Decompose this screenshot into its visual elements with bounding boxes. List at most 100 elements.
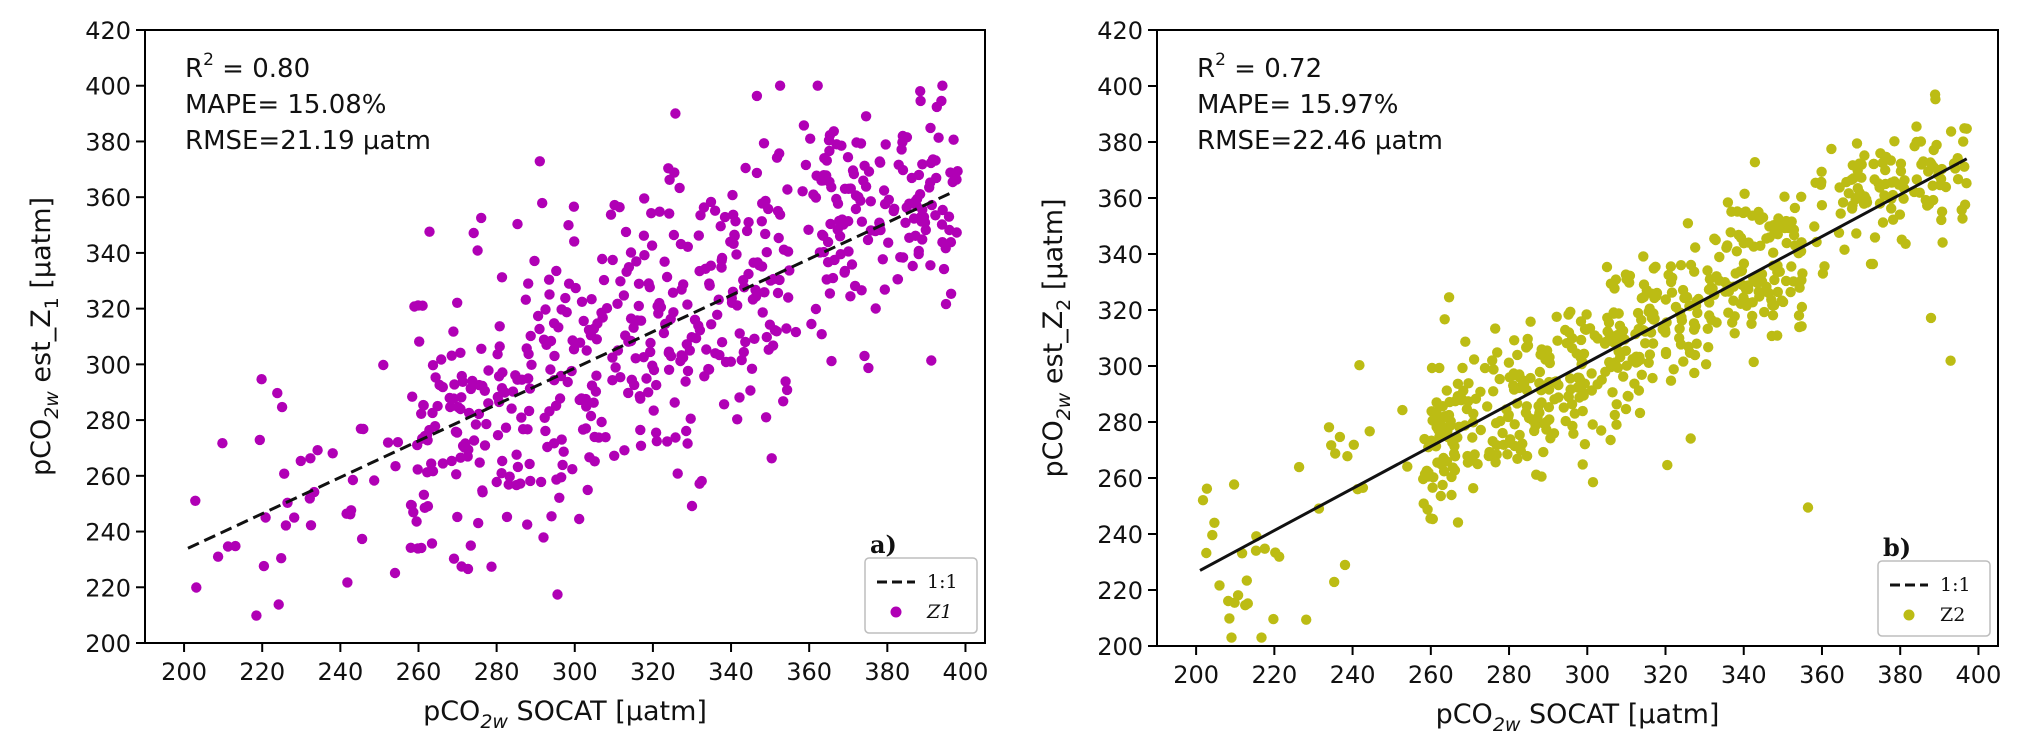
panel-a-x-tick-label-7: 340 (708, 658, 754, 686)
panel-b-point-547 (1809, 221, 1820, 232)
panel-a-point-343 (557, 459, 568, 471)
panel-b-point-405 (1509, 335, 1520, 346)
panel-b-point-311 (1711, 317, 1722, 328)
panel-b-x-axis-label: pCO2w SOCAT [µatm] (1436, 699, 1720, 736)
panel-a-point-150 (633, 300, 644, 312)
panel-b-y-tick-label-7: 340 (1097, 241, 1143, 269)
panel-a-point-267 (483, 365, 494, 376)
panel-b-point-620 (1601, 261, 1613, 273)
panel-a-point-226 (781, 384, 793, 396)
panel-b-point-198 (1490, 457, 1501, 468)
panel-b-point-569 (1880, 164, 1891, 176)
panel-b-x-tick-label-10: 400 (1956, 661, 2002, 689)
panel-b-point-123 (1644, 349, 1656, 360)
panel-a-point-585 (816, 329, 827, 340)
panel-a-point-200 (516, 374, 528, 385)
panel-b-point-28 (1259, 543, 1271, 554)
panel-a-point-169 (605, 209, 617, 220)
panel-a-point-551 (865, 196, 876, 207)
panel-a-point-278 (539, 412, 550, 423)
panel-b-y-tick-label-11: 420 (1097, 17, 1143, 45)
panel-a-point-63 (780, 376, 791, 387)
panel-a-point-176 (635, 440, 647, 451)
panel-b-point-30 (1330, 448, 1341, 459)
panel-b-point-84 (1722, 197, 1734, 208)
panel-b-mape-text: MAPE= 15.97% (1197, 90, 1399, 120)
panel-a-point-282 (465, 383, 477, 395)
panel-a-point-414 (629, 379, 640, 391)
panel-b-point-595 (1893, 179, 1905, 190)
panel-b-point-384 (1571, 348, 1582, 359)
panel-a-points (190, 80, 963, 621)
panel-a-point-249 (625, 313, 637, 324)
panel-a-point-32 (273, 599, 284, 610)
panel-b-point-31 (1274, 551, 1285, 562)
panel-a-point-238 (581, 401, 592, 412)
panel-b-point-262 (1621, 360, 1633, 371)
panel-b-point-480 (1602, 326, 1613, 337)
panel-b-point-396 (1607, 387, 1618, 398)
panel-b-point-19 (1339, 559, 1351, 571)
panel-b-point-399 (1624, 277, 1635, 288)
panel-b-point-172 (1525, 316, 1536, 327)
panel-a-legend-line-label: 1:1 (927, 571, 958, 593)
panel-b-point-308 (1612, 362, 1624, 373)
panel-a-point-74 (667, 287, 679, 298)
panel-a-point-402 (725, 236, 736, 247)
panel-b-point-373 (1643, 357, 1654, 368)
panel-a-point-614 (910, 230, 921, 241)
panel-b-point-378 (1769, 228, 1780, 239)
panel-a-point-427 (570, 282, 581, 294)
panel-a-point-122 (586, 294, 597, 305)
panel-b-point-224 (1759, 306, 1770, 318)
panel-a-point-385 (638, 352, 649, 363)
panel-b-point-527 (1927, 180, 1938, 191)
panel-a-point-186 (449, 379, 460, 390)
panel-a-y-tick-label-4: 280 (85, 407, 131, 435)
panel-a-point-458 (664, 174, 675, 185)
panel-b-y-tick-label-8: 360 (1097, 185, 1143, 213)
panel-a-point-84 (504, 471, 515, 482)
panel-a-point-353 (412, 300, 424, 311)
panel-a-point-252 (537, 197, 548, 209)
panel-a-point-418 (450, 426, 462, 437)
panel-b-point-609 (1961, 123, 1972, 134)
panel-a-point-275 (406, 500, 417, 511)
panel-a-point-519 (821, 155, 832, 166)
panel-a-point-583 (827, 272, 839, 284)
panel-b-point-404 (1536, 397, 1547, 408)
panel-a-point-586 (937, 80, 948, 91)
panel-a-point-442 (752, 257, 763, 268)
panel-b-point-341 (1503, 411, 1514, 423)
panel-a-point-534 (824, 288, 836, 299)
panel-a-point-174 (512, 461, 524, 473)
panel-b-point-18 (1354, 360, 1365, 371)
panel-b-point-625 (1728, 295, 1739, 306)
panel-a-point-354 (623, 262, 635, 273)
panel-a-y-tick-label-3: 260 (85, 463, 131, 491)
panel-a-point-482 (805, 133, 816, 144)
panel-a-point-225 (647, 360, 658, 371)
panel-b-point-634 (1802, 502, 1814, 513)
panel-b-point-29 (1342, 451, 1353, 462)
panel-b-point-254 (1458, 385, 1469, 396)
panel-a-point-387 (523, 278, 534, 289)
panel-b-point-636 (1700, 359, 1712, 370)
panel-a-point-411 (648, 405, 659, 416)
panel-a-point-395 (665, 350, 677, 362)
panel-a-rmse-text: RMSE=21.19 µatm (185, 126, 431, 156)
panel-a-point-37 (355, 423, 367, 434)
panel-b-y-tick-label-0: 200 (1097, 633, 1143, 661)
panel-b-point-315 (1781, 237, 1792, 249)
panel-b-point-494 (1503, 357, 1515, 368)
panel-b-point-408 (1444, 396, 1455, 408)
panel-b-frame (1156, 29, 1999, 647)
panel-a-x-axis-label: pCO2w SOCAT [µatm] (423, 696, 707, 733)
panel-a-point-193 (645, 337, 656, 349)
panel-a-point-480 (863, 166, 875, 177)
panel-b-y-axis-label: pCO2w est_Z2 [µatm] (1038, 198, 1075, 477)
panel-a-point-436 (746, 363, 758, 374)
panel-b-point-582 (1826, 143, 1837, 155)
panel-b-point-247 (1587, 419, 1598, 430)
panel-a-point-409 (607, 254, 618, 266)
